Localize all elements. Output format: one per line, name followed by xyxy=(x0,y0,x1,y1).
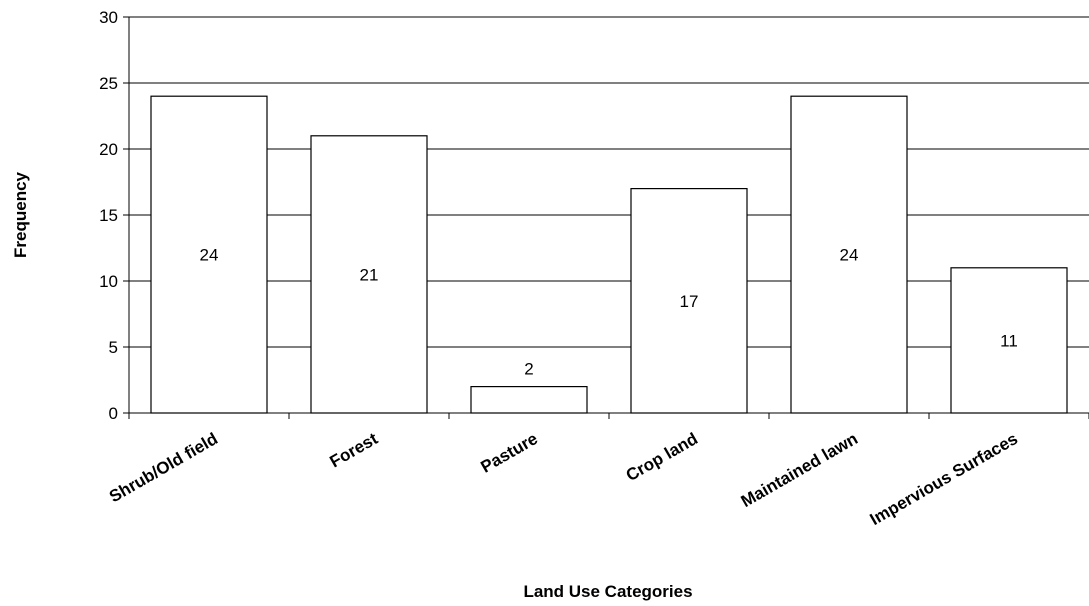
x-tick-label: Maintained lawn xyxy=(738,429,861,511)
data-label: 24 xyxy=(840,246,859,265)
x-tick-label: Shrub/Old field xyxy=(106,429,221,506)
data-label: 2 xyxy=(524,360,533,379)
y-tick-labels: 0 5 10 15 20 25 30 xyxy=(99,8,118,423)
x-tick-label: Forest xyxy=(326,429,381,472)
bar xyxy=(950,267,1068,414)
y-tick-label: 25 xyxy=(99,74,118,93)
x-tick-label: Pasture xyxy=(477,429,541,477)
bars xyxy=(150,95,1068,414)
bar xyxy=(630,188,748,414)
data-label: 24 xyxy=(200,246,219,265)
y-axis-title: Frequency xyxy=(11,171,30,258)
gridlines xyxy=(129,16,1089,348)
data-labels: 24 21 2 17 24 11 xyxy=(200,246,1018,379)
bar xyxy=(310,135,428,414)
x-tick-label: Impervious Surfaces xyxy=(867,429,1021,529)
data-label: 17 xyxy=(680,292,699,311)
x-tick-label: Crop land xyxy=(623,429,701,485)
axes xyxy=(123,16,1089,419)
y-tick-label: 15 xyxy=(99,206,118,225)
x-tick-labels: Shrub/Old field Forest Pasture Crop land Mai… xyxy=(106,429,1021,529)
y-tick-label: 30 xyxy=(99,8,118,27)
y-tick-label: 0 xyxy=(109,404,118,423)
x-axis-title: Land Use Categories xyxy=(523,582,692,601)
bar xyxy=(790,95,908,414)
data-label: 21 xyxy=(360,265,379,284)
y-tick-label: 5 xyxy=(109,338,118,357)
bar xyxy=(470,386,588,414)
y-tick-label: 10 xyxy=(99,272,118,291)
y-tick-label: 20 xyxy=(99,140,118,159)
data-label: 11 xyxy=(1000,331,1018,350)
